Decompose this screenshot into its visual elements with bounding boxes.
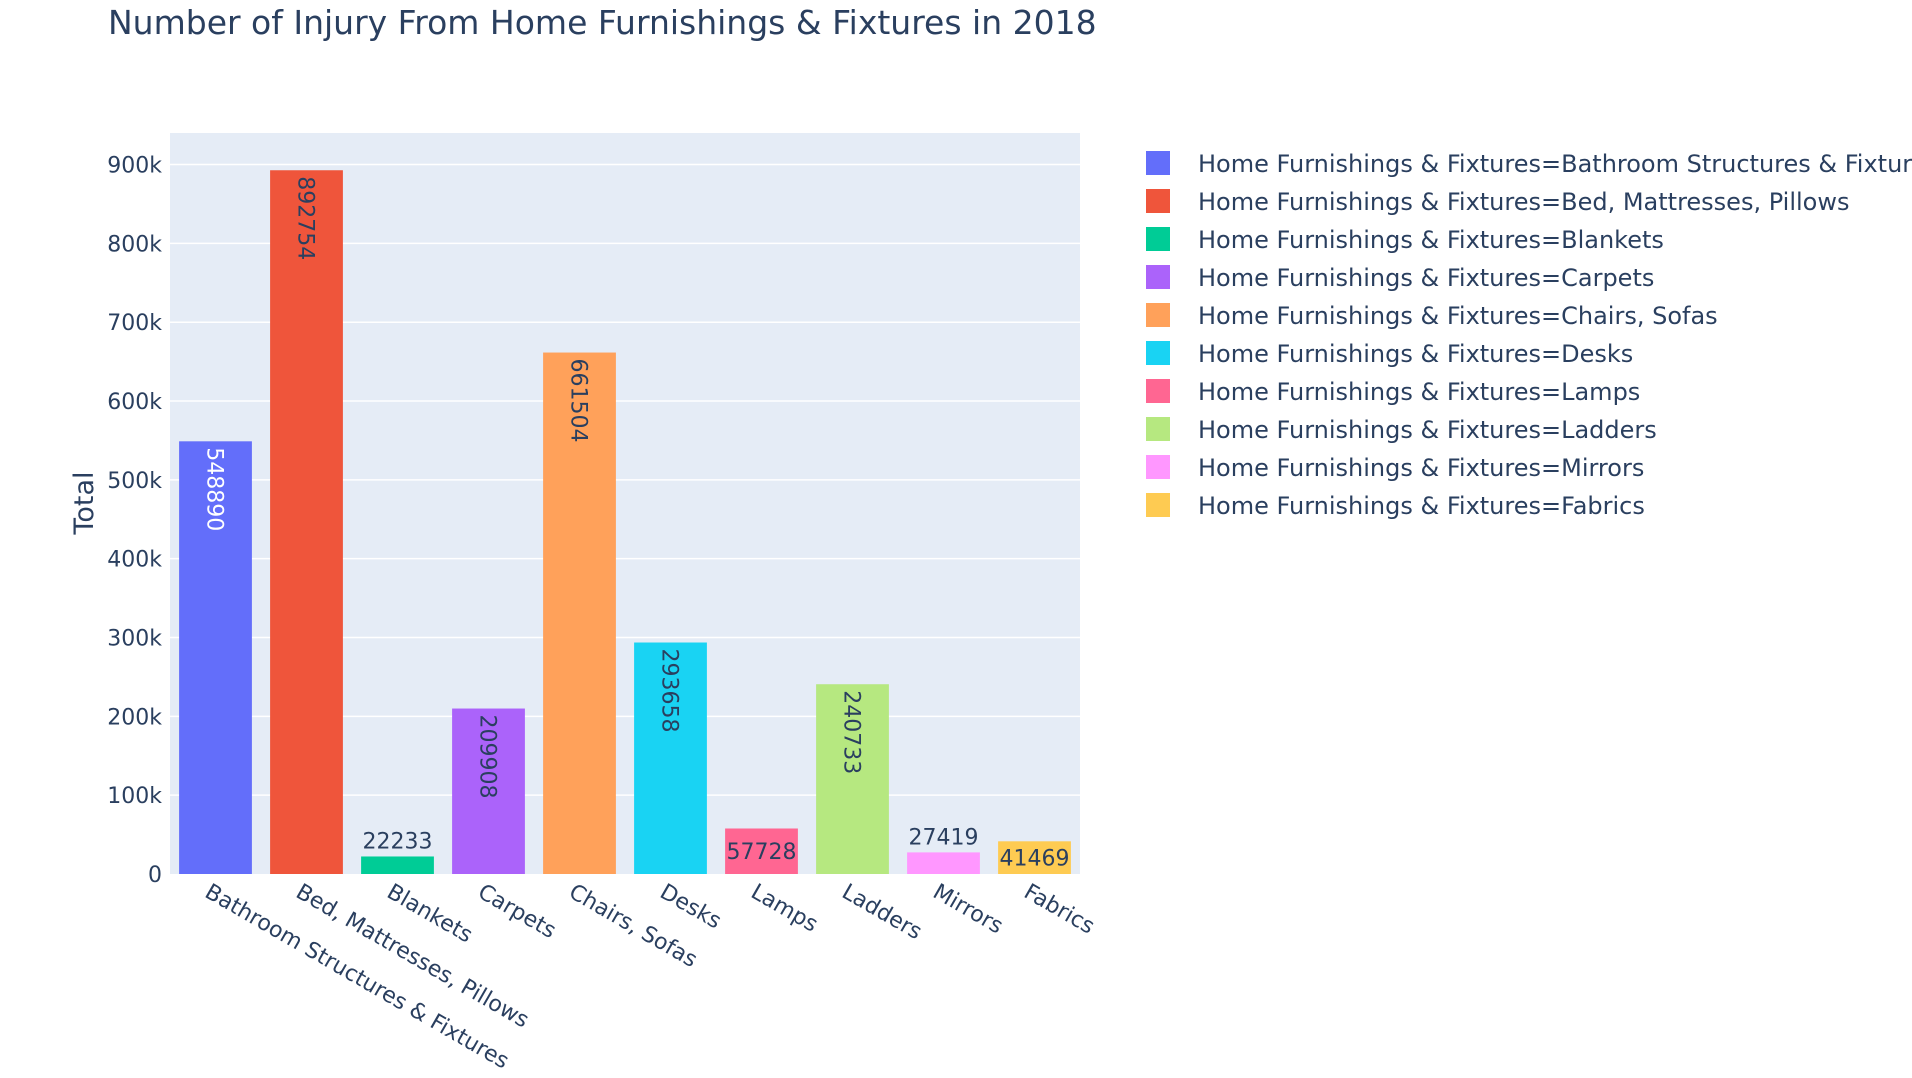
- legend-item[interactable]: Home Furnishings & Fixtures=Bed, Mattres…: [1146, 188, 1849, 216]
- data-label: 892754: [293, 176, 318, 260]
- legend-item[interactable]: Home Furnishings & Fixtures=Fabrics: [1146, 492, 1645, 520]
- bar[interactable]: [816, 684, 889, 874]
- data-label: 661504: [566, 359, 591, 443]
- data-label: 293658: [657, 649, 682, 733]
- y-tick-label: 0: [148, 863, 162, 888]
- y-tick-label: 100k: [107, 784, 162, 809]
- data-label: 22233: [363, 829, 433, 854]
- legend-label: Home Furnishings & Fixtures=Carpets: [1198, 264, 1654, 292]
- x-tick-label: Mirrors: [929, 880, 1008, 940]
- bars: [179, 170, 1071, 875]
- x-tick-label: Lamps: [747, 880, 822, 938]
- data-label: 57728: [727, 840, 797, 865]
- legend-label: Home Furnishings & Fixtures=Chairs, Sofa…: [1198, 302, 1718, 330]
- legend-label: Home Furnishings & Fixtures=Desks: [1198, 340, 1633, 368]
- legend-item[interactable]: Home Furnishings & Fixtures=Lamps: [1146, 378, 1640, 406]
- legend-item[interactable]: Home Furnishings & Fixtures=Bathroom Str…: [1146, 150, 1912, 178]
- bar[interactable]: [452, 708, 525, 874]
- y-axis-ticks: 0 100k 200k 300k 400k 500k 600k 700k 800k 900k: [107, 154, 162, 888]
- legend-label: Home Furnishings & Fixtures=Bathroom Str…: [1198, 150, 1912, 178]
- legend-item[interactable]: Home Furnishings & Fixtures=Desks: [1146, 340, 1633, 368]
- legend-swatch: [1146, 265, 1170, 289]
- bar[interactable]: [998, 841, 1071, 874]
- legend[interactable]: Home Furnishings & Fixtures=Bathroom Str…: [1146, 150, 1912, 520]
- legend-label: Home Furnishings & Fixtures=Mirrors: [1198, 454, 1644, 482]
- legend-swatch: [1146, 227, 1170, 251]
- legend-item[interactable]: Home Furnishings & Fixtures=Ladders: [1146, 416, 1657, 444]
- bar[interactable]: [270, 170, 343, 875]
- legend-swatch: [1146, 303, 1170, 327]
- data-label: 41469: [1000, 847, 1070, 872]
- data-label: 27419: [909, 825, 979, 850]
- legend-swatch: [1146, 417, 1170, 441]
- legend-swatch: [1146, 379, 1170, 403]
- bar[interactable]: [634, 642, 707, 874]
- data-label: 240733: [839, 690, 864, 774]
- y-tick-label: 200k: [107, 705, 162, 730]
- legend-item[interactable]: Home Furnishings & Fixtures=Chairs, Sofa…: [1146, 302, 1718, 330]
- x-tick-label: Carpets: [474, 880, 561, 944]
- bar[interactable]: [907, 852, 980, 874]
- x-tick-label: Ladders: [838, 880, 926, 946]
- y-tick-label: 700k: [107, 311, 162, 336]
- legend-label: Home Furnishings & Fixtures=Bed, Mattres…: [1198, 188, 1849, 216]
- chart-title: Number of Injury From Home Furnishings &…: [108, 3, 1097, 42]
- y-tick-label: 400k: [107, 548, 162, 573]
- legend-item[interactable]: Home Furnishings & Fixtures=Mirrors: [1146, 454, 1644, 482]
- bar[interactable]: [361, 856, 434, 874]
- data-labels: 548890 892754 22233 209908 661504 293658 57728…: [202, 176, 1070, 871]
- legend-swatch: [1146, 151, 1170, 175]
- legend-item[interactable]: Home Furnishings & Fixtures=Carpets: [1146, 264, 1654, 292]
- data-label: 209908: [475, 715, 500, 799]
- bar[interactable]: [543, 352, 616, 874]
- x-tick-label: Desks: [656, 880, 726, 935]
- x-tick-label: Fabrics: [1020, 880, 1099, 940]
- legend-label: Home Furnishings & Fixtures=Ladders: [1198, 416, 1657, 444]
- y-tick-label: 300k: [107, 627, 162, 652]
- data-label: 548890: [202, 447, 227, 531]
- y-tick-label: 500k: [107, 469, 162, 494]
- legend-swatch: [1146, 189, 1170, 213]
- legend-swatch: [1146, 341, 1170, 365]
- y-axis-title: Total: [69, 471, 100, 535]
- y-tick-label: 900k: [107, 154, 162, 179]
- legend-label: Home Furnishings & Fixtures=Fabrics: [1198, 492, 1645, 520]
- y-tick-label: 600k: [107, 390, 162, 415]
- legend-swatch: [1146, 493, 1170, 517]
- legend-label: Home Furnishings & Fixtures=Lamps: [1198, 378, 1640, 406]
- legend-swatch: [1146, 455, 1170, 479]
- y-tick-label: 800k: [107, 232, 162, 257]
- legend-label: Home Furnishings & Fixtures=Blankets: [1198, 226, 1664, 254]
- bar[interactable]: [725, 828, 798, 874]
- legend-item[interactable]: Home Furnishings & Fixtures=Blankets: [1146, 226, 1664, 254]
- bar[interactable]: [179, 441, 252, 874]
